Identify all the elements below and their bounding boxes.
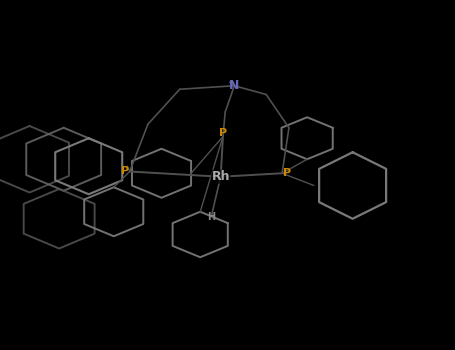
Text: P: P — [283, 168, 291, 178]
Text: Rh: Rh — [212, 170, 230, 183]
Text: P: P — [121, 167, 129, 176]
Text: H: H — [207, 212, 216, 222]
Text: P: P — [219, 128, 227, 138]
Text: N: N — [229, 79, 239, 92]
